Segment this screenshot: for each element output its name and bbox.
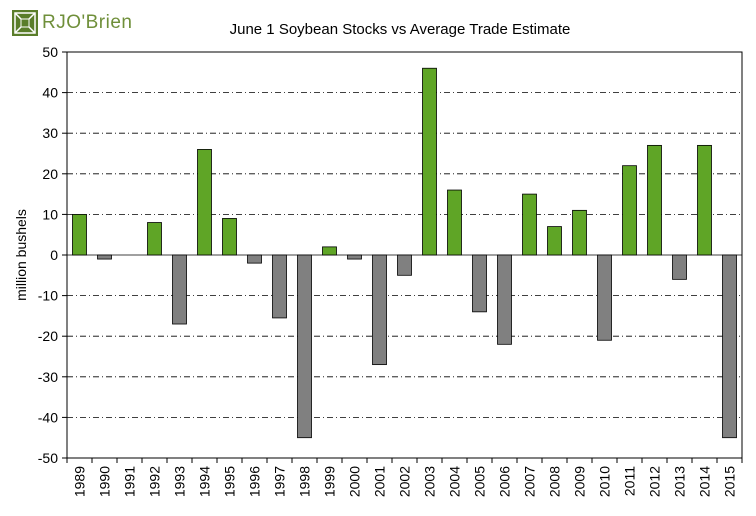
x-tick-label: 1999	[322, 466, 338, 497]
x-tick-label: 1990	[97, 466, 113, 497]
x-tick-label: 1997	[272, 466, 288, 497]
bar-1990	[97, 254, 112, 260]
bar-2010	[597, 254, 612, 341]
x-tick-label: 1989	[72, 466, 88, 497]
y-tick-label: -10	[38, 288, 58, 304]
bar-2015	[722, 254, 737, 439]
bar-2009	[572, 209, 587, 256]
x-tick-label: 2012	[647, 466, 663, 497]
x-tick-label: 2010	[597, 466, 613, 497]
x-tick-label: 1992	[147, 466, 163, 497]
y-tick-label: 0	[50, 247, 58, 263]
x-tick-label: 2011	[622, 466, 638, 496]
bar-2006	[497, 254, 512, 345]
bar-1999	[322, 246, 337, 256]
bar-2001	[372, 254, 387, 366]
bar-2012	[647, 144, 662, 256]
bar-1993	[172, 254, 187, 325]
x-tick-label: 2009	[572, 466, 588, 497]
bar-2000	[347, 254, 362, 260]
bar-2014	[697, 144, 712, 256]
x-tick-label: 2007	[522, 466, 538, 497]
x-tick-label: 1993	[172, 466, 188, 497]
y-tick-label: 30	[42, 125, 58, 141]
bar-2007	[522, 193, 537, 256]
bar-1992	[147, 222, 162, 256]
bar-2011	[622, 165, 637, 256]
company-logo: RJO'Brien	[12, 10, 132, 36]
chart-title: June 1 Soybean Stocks vs Average Trade E…	[229, 21, 571, 38]
bar-2004	[447, 189, 462, 256]
y-axis-label: million bushels	[13, 209, 29, 301]
y-tick-label: 50	[42, 44, 58, 60]
x-tick-label: 1991	[122, 466, 138, 497]
y-tick-label: 40	[42, 85, 58, 101]
y-tick-label: -50	[38, 450, 58, 466]
bar-2005	[472, 254, 487, 313]
bar-2003	[422, 67, 437, 256]
bar-1994	[197, 149, 212, 256]
x-tick-label: 2008	[547, 466, 563, 497]
y-tick-label: -20	[38, 328, 58, 344]
x-tick-label: 2006	[497, 466, 513, 497]
y-tick-label: -30	[38, 369, 58, 385]
x-tick-label: 2002	[397, 466, 413, 497]
bar-1995	[222, 218, 237, 256]
logo-mark-icon	[12, 10, 38, 36]
bar-1997	[272, 254, 287, 319]
y-tick-label: 10	[42, 206, 58, 222]
x-tick-label: 1998	[297, 466, 313, 497]
x-tick-label: 2004	[447, 466, 463, 497]
bar-2008	[547, 226, 562, 256]
logo-text: RJO'Brien	[42, 12, 133, 33]
bar-1989	[72, 213, 87, 256]
x-tick-label: 2001	[372, 466, 388, 497]
y-tick-label: 20	[42, 166, 58, 182]
x-tick-label: 2000	[347, 466, 363, 497]
x-tick-label: 2015	[722, 466, 738, 497]
x-tick-label: 1995	[222, 466, 238, 497]
x-tick-label: 2005	[472, 466, 488, 497]
bar-1996	[247, 254, 262, 264]
bar-1998	[297, 254, 312, 439]
x-tick-label: 1996	[247, 466, 263, 497]
bar-2002	[397, 254, 412, 276]
x-tick-label: 2013	[672, 466, 688, 497]
x-tick-label: 2014	[697, 466, 713, 497]
x-tick-label: 1994	[197, 466, 213, 497]
x-tick-label: 2003	[422, 466, 438, 497]
bar-2013	[672, 254, 687, 280]
y-tick-label: -40	[38, 409, 58, 425]
